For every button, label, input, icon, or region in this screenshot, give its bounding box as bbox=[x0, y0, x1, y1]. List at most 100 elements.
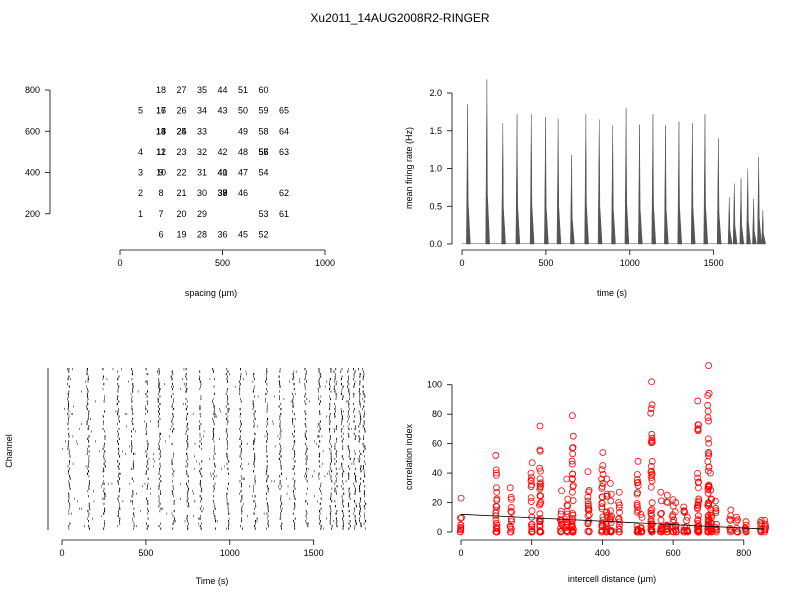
correlation-point bbox=[492, 528, 500, 536]
electrode-label: 48 bbox=[238, 147, 248, 157]
raster-burst-column bbox=[317, 368, 322, 530]
correlation-point bbox=[457, 521, 465, 529]
raster-burst-column bbox=[225, 368, 230, 530]
correlation-point bbox=[507, 493, 515, 501]
correlation-point bbox=[615, 504, 623, 512]
correlation-y-tick-label: 60 bbox=[432, 439, 442, 449]
correlation-point bbox=[527, 477, 535, 485]
correlation-xlabel: intercell distance (µm) bbox=[568, 574, 656, 584]
correlation-point bbox=[528, 507, 536, 515]
electrode-label: 56 bbox=[258, 147, 268, 157]
correlation-points bbox=[456, 362, 770, 536]
correlation-point bbox=[707, 506, 715, 514]
correlation-point bbox=[695, 484, 702, 492]
raster-burst-column bbox=[67, 368, 71, 530]
figure-title: Xu2011_14AUG2008R2-RINGER bbox=[310, 11, 490, 25]
correlation-point bbox=[603, 475, 611, 483]
correlation-point bbox=[694, 397, 702, 405]
correlation-point bbox=[569, 528, 577, 536]
firing-rate-x-tick-label: 0 bbox=[459, 258, 464, 268]
correlation-point bbox=[761, 520, 769, 528]
correlation-point bbox=[647, 462, 655, 470]
correlation-point bbox=[537, 467, 544, 475]
correlation-ylabel: correlation index bbox=[404, 423, 414, 490]
correlation-point bbox=[569, 450, 577, 458]
firing-rate-y-tick-label: 1.5 bbox=[429, 126, 442, 136]
correlation-point bbox=[734, 516, 741, 524]
correlation-point bbox=[528, 528, 535, 536]
correlation-point bbox=[569, 444, 576, 452]
electrode-label: 9 bbox=[158, 168, 163, 178]
correlation-point bbox=[536, 447, 544, 455]
correlation-point bbox=[695, 497, 703, 505]
electrode-label: 25 bbox=[176, 126, 186, 136]
correlation-point bbox=[536, 510, 544, 518]
correlation-point bbox=[568, 524, 576, 531]
electrode-label: 49 bbox=[238, 126, 248, 136]
correlation-point bbox=[569, 460, 576, 468]
correlation-point bbox=[648, 378, 656, 386]
correlation-point bbox=[507, 523, 515, 531]
correlation-point bbox=[563, 501, 571, 509]
correlation-point bbox=[756, 519, 764, 526]
correlation-point bbox=[528, 521, 535, 528]
correlation-point bbox=[506, 484, 514, 492]
correlation-x-tick-label: 200 bbox=[524, 548, 539, 558]
electrode-labels: 1234567891011121314151617181920212223242… bbox=[138, 85, 289, 239]
correlation-point bbox=[598, 503, 606, 511]
firing-rate-burst bbox=[529, 114, 535, 245]
correlation-point bbox=[671, 508, 679, 516]
correlation-point bbox=[492, 502, 500, 510]
raster-burst-column bbox=[362, 368, 367, 530]
electrode-label: 39 bbox=[217, 188, 227, 198]
correlation-point bbox=[508, 508, 515, 516]
firing-rate-x-tick-label: 1000 bbox=[620, 258, 640, 268]
correlation-point bbox=[705, 450, 713, 458]
raster-xlabel: Time (s) bbox=[196, 576, 229, 586]
electrode-label: 10 bbox=[156, 168, 166, 178]
correlation-point bbox=[537, 528, 545, 536]
correlation-point bbox=[536, 500, 544, 508]
correlation-point bbox=[647, 405, 655, 412]
correlation-point bbox=[695, 421, 702, 429]
correlation-point bbox=[647, 507, 655, 515]
electrode-label: 32 bbox=[197, 147, 207, 157]
correlation-point bbox=[568, 475, 576, 483]
raster-burst-column bbox=[328, 368, 333, 530]
correlation-point bbox=[648, 528, 656, 536]
electrode-label: 40 bbox=[217, 168, 227, 178]
raster-burst-column bbox=[170, 370, 175, 530]
electrode-label: 60 bbox=[258, 85, 268, 95]
correlation-point bbox=[564, 528, 572, 536]
correlation-point bbox=[694, 501, 702, 509]
correlation-point bbox=[616, 508, 623, 516]
raster-burst-column bbox=[102, 368, 106, 530]
correlation-point bbox=[599, 462, 607, 469]
correlation-fit-line bbox=[460, 513, 766, 530]
correlation-point bbox=[694, 505, 701, 513]
correlation-point bbox=[564, 502, 572, 510]
correlation-x-tick-label: 600 bbox=[666, 548, 681, 558]
correlation-point bbox=[492, 516, 500, 524]
correlation-point bbox=[648, 467, 655, 475]
correlation-point bbox=[633, 476, 641, 483]
electrode-label: 54 bbox=[258, 168, 268, 178]
raster-burst-column bbox=[333, 368, 338, 528]
correlation-point bbox=[568, 457, 576, 465]
firing-rate-burst bbox=[515, 114, 521, 245]
raster-burst-column bbox=[130, 368, 135, 530]
firing-rate-burst bbox=[570, 154, 575, 245]
correlation-point bbox=[528, 474, 535, 482]
correlation-point bbox=[606, 479, 614, 487]
electrode-label: 6 bbox=[158, 229, 163, 239]
correlation-point bbox=[528, 523, 536, 531]
firing-rate-xlabel: time (s) bbox=[597, 288, 627, 298]
correlation-point bbox=[598, 466, 606, 473]
electrode-label: 53 bbox=[258, 209, 268, 219]
correlation-point bbox=[585, 528, 593, 536]
electrode-label: 1 bbox=[138, 209, 143, 219]
correlation-point bbox=[563, 475, 571, 483]
firing-rate-burst bbox=[746, 168, 751, 245]
electrode-label: 21 bbox=[176, 188, 186, 198]
correlation-point bbox=[603, 508, 611, 516]
